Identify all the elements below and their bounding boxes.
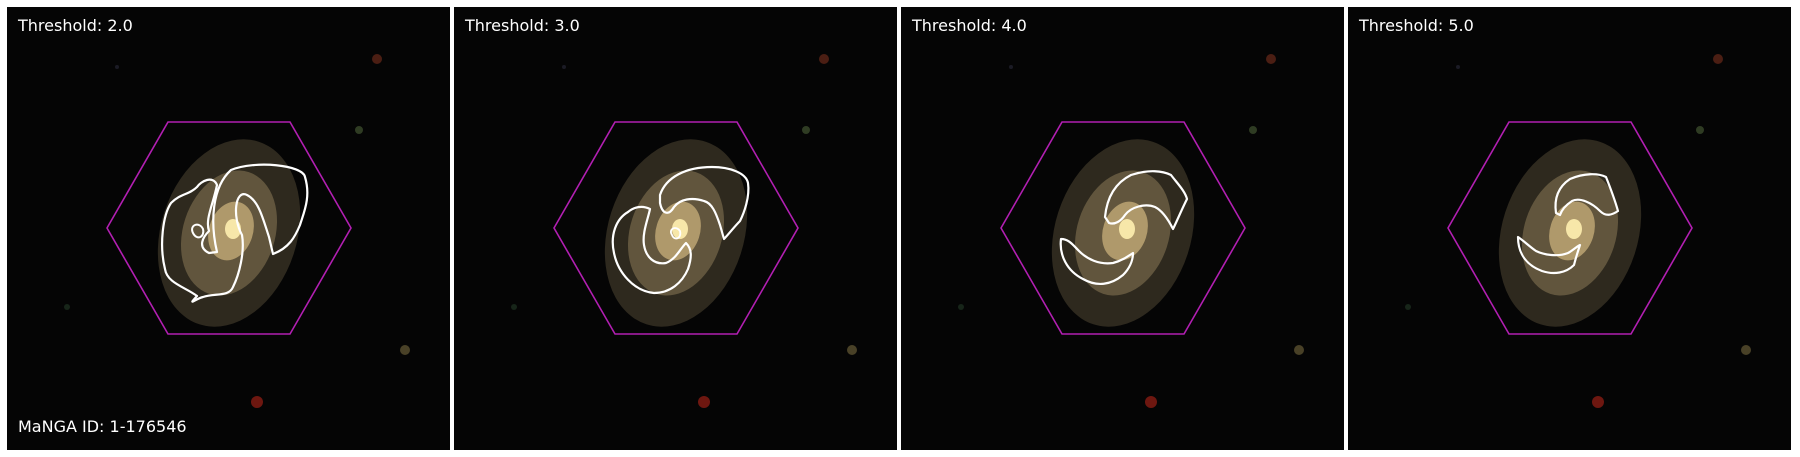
threshold-label: Threshold: 3.0 bbox=[465, 16, 580, 35]
contour-blob bbox=[191, 223, 205, 239]
panel-threshold-3: Threshold: 3.0 bbox=[454, 7, 897, 450]
contour-path-lower bbox=[1059, 237, 1135, 285]
galaxy-image-1 bbox=[7, 7, 450, 450]
contour-path-lower bbox=[1516, 235, 1582, 275]
figure-strip: Threshold: 2.0 MaNGA ID: 1-176546 Thresh… bbox=[7, 7, 1793, 450]
threshold-label: Threshold: 5.0 bbox=[1359, 16, 1474, 35]
manga-id-label: MaNGA ID: 1-176546 bbox=[18, 417, 187, 436]
panel-threshold-5: Threshold: 5.0 bbox=[1348, 7, 1791, 450]
ifu-hexagon bbox=[1000, 121, 1246, 335]
contour-blob bbox=[670, 227, 682, 240]
galaxy-image-3 bbox=[901, 7, 1344, 450]
threshold-label: Threshold: 2.0 bbox=[18, 16, 133, 35]
contour-path-lower bbox=[611, 205, 692, 295]
contour-path-upper bbox=[1554, 173, 1620, 217]
panel-threshold-4: Threshold: 4.0 bbox=[901, 7, 1344, 450]
ifu-hexagon bbox=[553, 121, 799, 335]
contour-path-upper bbox=[1103, 170, 1189, 231]
galaxy-image-2 bbox=[454, 7, 897, 450]
ifu-hexagon bbox=[106, 121, 352, 335]
galaxy-image-4 bbox=[1348, 7, 1791, 450]
panel-threshold-2: Threshold: 2.0 MaNGA ID: 1-176546 bbox=[7, 7, 450, 450]
threshold-label: Threshold: 4.0 bbox=[912, 16, 1027, 35]
contour-path bbox=[161, 163, 309, 303]
ifu-hexagon bbox=[1447, 121, 1693, 335]
contour-path-upper bbox=[658, 165, 750, 241]
